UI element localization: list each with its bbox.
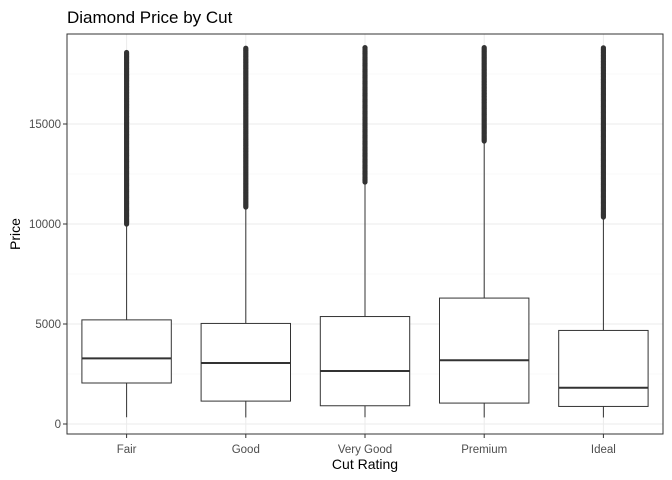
box-body — [439, 297, 530, 404]
box-body — [319, 316, 411, 407]
box-premium — [439, 44, 530, 418]
chart-title: Diamond Price by Cut — [67, 8, 233, 27]
x-tick-label: Very Good — [338, 444, 392, 456]
outlier-point — [362, 45, 368, 51]
y-tick-label: 0 — [55, 419, 61, 431]
box-good — [200, 45, 292, 418]
x-tick-label: Good — [232, 444, 260, 456]
outlier-point — [243, 45, 249, 51]
x-tick-label: Ideal — [591, 444, 616, 456]
outlier-points — [362, 45, 368, 185]
box-very-good — [319, 45, 411, 418]
y-tick-label: 5000 — [35, 319, 61, 331]
outlier-point — [124, 49, 130, 56]
x-axis: Fair Good Very Good Premium Ideal — [117, 434, 616, 456]
x-axis-title: Cut Rating — [332, 456, 398, 472]
y-axis-title: Price — [7, 218, 23, 250]
y-tick-label: 15000 — [29, 119, 61, 131]
outlier-points — [124, 49, 130, 227]
box-ideal — [558, 45, 649, 418]
box-body — [81, 319, 172, 384]
x-tick-label: Fair — [117, 444, 137, 456]
outlier-points — [481, 44, 487, 144]
x-tick-label: Premium — [461, 444, 507, 456]
box-body — [558, 329, 649, 407]
box-series — [81, 44, 649, 418]
y-tick-label: 10000 — [29, 219, 61, 231]
box-fair — [81, 49, 172, 418]
outlier-point — [481, 44, 487, 51]
outlier-point — [600, 45, 607, 51]
outlier-points — [600, 45, 607, 220]
y-axis: 0 5000 10000 15000 — [29, 119, 67, 431]
outlier-points — [243, 45, 249, 210]
